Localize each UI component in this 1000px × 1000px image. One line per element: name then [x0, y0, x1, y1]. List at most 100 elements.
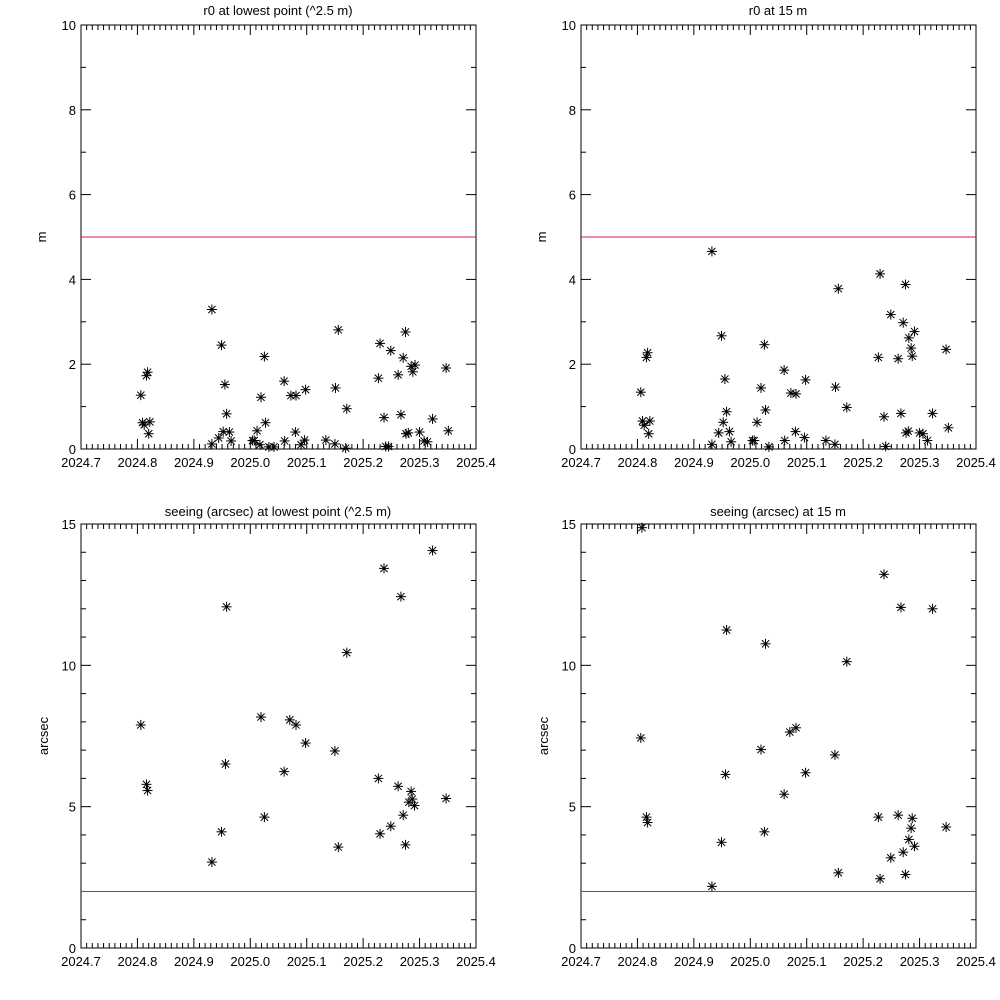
point-stroke: [907, 824, 916, 833]
data-point: [398, 352, 409, 363]
point-stroke: [880, 570, 888, 579]
point-stroke: [880, 412, 888, 421]
point-stroke: [415, 428, 424, 436]
data-point: [249, 435, 260, 446]
point-stroke: [876, 269, 885, 278]
point-stroke: [442, 794, 451, 803]
data-point: [219, 379, 230, 390]
data-point: [879, 569, 890, 580]
data-point: [760, 638, 771, 649]
data-point: [749, 435, 760, 446]
data-point: [719, 374, 730, 385]
point-stroke: [334, 325, 343, 334]
point-stroke: [904, 835, 913, 844]
data-point: [880, 441, 891, 452]
point-stroke: [780, 366, 789, 375]
point-stroke: [719, 418, 728, 427]
data-point: [290, 427, 301, 438]
point-stroke: [330, 439, 339, 448]
point-stroke: [399, 353, 408, 362]
data-point: [333, 324, 344, 335]
point-stroke: [874, 353, 883, 362]
panel-title: r0 at 15 m: [749, 3, 808, 18]
data-point: [226, 435, 237, 446]
data-point: [443, 425, 454, 436]
point-stroke: [830, 750, 839, 759]
point-stroke: [444, 426, 453, 435]
data-point: [721, 406, 732, 417]
point-stroke: [270, 442, 278, 451]
point-stroke: [217, 827, 226, 836]
data-point: [254, 439, 265, 450]
data-point: [144, 416, 155, 427]
point-stroke: [944, 423, 953, 432]
data-point: [221, 408, 232, 419]
data-point: [206, 304, 217, 315]
point-stroke: [411, 361, 420, 370]
x-tick-label: 2024.8: [618, 455, 658, 470]
point-stroke: [707, 882, 716, 891]
data-point: [706, 881, 717, 892]
data-point: [206, 857, 217, 868]
point-stroke: [207, 305, 216, 314]
data-point: [422, 436, 433, 447]
data-point: [375, 338, 386, 349]
data-point: [779, 789, 790, 800]
point-stroke: [750, 436, 759, 445]
point-stroke: [910, 327, 919, 336]
point-stroke: [842, 657, 851, 666]
data-point: [143, 428, 154, 439]
data-point: [903, 426, 914, 437]
x-tick-label: 2025.0: [730, 954, 770, 969]
y-axis-label: arcsec: [536, 716, 551, 755]
point-stroke: [220, 380, 229, 389]
data-point: [329, 438, 340, 449]
point-stroke: [908, 352, 917, 361]
point-stroke: [144, 429, 153, 438]
point-stroke: [222, 602, 231, 611]
point-stroke: [214, 434, 223, 442]
point-stroke: [896, 409, 905, 418]
point-stroke: [753, 418, 762, 427]
panel-seeing-lowest: seeing (arcsec) at lowest point (^2.5 m)…: [36, 504, 496, 969]
point-stroke: [423, 437, 432, 446]
point-stroke: [227, 436, 236, 445]
point-stroke: [280, 377, 289, 386]
data-point: [800, 767, 811, 778]
data-point: [873, 352, 884, 363]
x-tick-label: 2025.2: [843, 954, 883, 969]
data-point: [635, 732, 646, 743]
data-point: [779, 365, 790, 376]
point-stroke: [642, 353, 651, 362]
point-stroke: [386, 822, 395, 831]
point-stroke: [801, 375, 810, 384]
data-point: [213, 432, 224, 443]
point-stroke: [334, 843, 343, 852]
data-point: [379, 563, 390, 574]
point-stroke: [910, 842, 919, 851]
point-stroke: [842, 403, 851, 412]
point-stroke: [380, 564, 388, 573]
point-stroke: [760, 827, 769, 836]
point-stroke: [800, 433, 809, 442]
x-tick-label: 2024.7: [561, 455, 601, 470]
x-tick-label: 2025.1: [787, 455, 827, 470]
y-axis-label: m: [534, 232, 549, 243]
data-point: [943, 422, 954, 433]
point-stroke: [830, 440, 839, 449]
data-point: [142, 785, 153, 796]
data-point: [410, 360, 421, 371]
point-stroke: [907, 344, 916, 353]
x-tick-label: 2024.7: [561, 954, 601, 969]
point-stroke: [428, 546, 437, 555]
point-stroke: [645, 417, 654, 425]
point-stroke: [396, 592, 405, 601]
x-tick-label: 2024.8: [618, 954, 658, 969]
data-point: [409, 800, 420, 811]
data-point: [333, 842, 344, 853]
y-tick-label: 5: [569, 800, 576, 815]
point-stroke: [727, 437, 736, 446]
y-tick-label: 4: [569, 272, 576, 287]
panel-title: r0 at lowest point (^2.5 m): [203, 3, 352, 18]
y-axis-label: m: [34, 232, 49, 243]
